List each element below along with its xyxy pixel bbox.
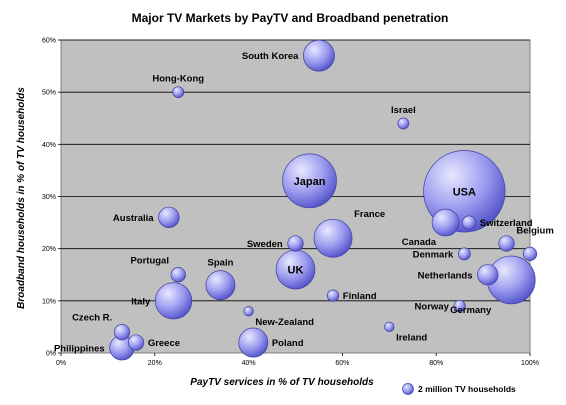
bubble-sweden: [287, 235, 304, 252]
label-philippines: Philippines: [54, 343, 105, 354]
y-tick-label: 0%: [46, 351, 56, 358]
bubble-canada: [431, 208, 460, 237]
label-israel: Israel: [391, 105, 416, 116]
label-belgium: Belgium: [516, 226, 553, 237]
bubble-switzerland: [461, 215, 477, 230]
bubble-ireland: [384, 321, 395, 333]
y-tick-label: 20%: [42, 246, 56, 253]
label-ireland: Ireland: [396, 333, 427, 344]
y-tick-label: 30%: [42, 194, 56, 201]
label-japan: Japan: [294, 176, 326, 188]
label-norway: Norway: [415, 302, 450, 313]
x-tick-label: 100%: [521, 360, 539, 367]
label-australia: Australia: [113, 213, 154, 224]
bubble-portugal: [170, 267, 186, 283]
bubble-australia: [158, 206, 180, 229]
y-tick-label: 60%: [42, 38, 56, 45]
label-south-korea: South Korea: [242, 51, 299, 62]
bubble-unlabeled: [522, 246, 538, 261]
x-tick-label: 60%: [335, 360, 349, 367]
bubble-czech-r: [113, 324, 131, 341]
label-finland: Finland: [343, 291, 377, 302]
bubble-new-zealand: [243, 306, 254, 317]
x-axis-title: PayTV services in % of TV households: [190, 377, 374, 388]
bubble-poland: [238, 327, 269, 358]
label-italy: Italy: [131, 296, 151, 307]
label-usa: USA: [453, 186, 476, 198]
label-poland: Poland: [272, 338, 304, 349]
label-france: France: [354, 209, 385, 220]
bubble-italy: [154, 282, 193, 320]
chart-title: Major TV Markets by PayTV and Broadband …: [132, 11, 449, 25]
bubble-hong-kong: [172, 86, 185, 99]
bubble-japan: [282, 153, 337, 209]
label-switzerland: Switzerland: [480, 218, 533, 229]
y-tick-label: 40%: [42, 142, 56, 149]
bubble-labels: South Korea Hong-Kong Israel Japan USA Austra…: [54, 51, 554, 354]
bubble-netherlands: [477, 264, 499, 286]
label-canada: Canada: [402, 237, 437, 248]
label-germany: Germany: [450, 305, 492, 316]
y-axis-title: Broadband households in % of TV househol…: [16, 87, 27, 309]
label-czech-r: Czech R.: [72, 312, 112, 323]
x-tick-label: 0%: [56, 360, 66, 367]
bubble-denmark: [457, 247, 471, 261]
x-tick-label: 40%: [242, 360, 256, 367]
label-portugal: Portugal: [130, 255, 169, 266]
label-sweden: Sweden: [247, 239, 283, 250]
label-greece: Greece: [148, 338, 180, 349]
label-uk: UK: [288, 265, 304, 277]
label-new-zealand: New-Zealand: [255, 317, 314, 328]
label-denmark: Denmark: [413, 249, 454, 260]
bubble-greece: [127, 334, 145, 351]
bubble-south-korea: [303, 39, 335, 72]
bubble-france: [313, 218, 353, 258]
x-tick-label: 20%: [148, 360, 162, 367]
x-tick-label: 80%: [429, 360, 443, 367]
label-netherlands: Netherlands: [418, 270, 473, 281]
bubble-israel: [397, 117, 410, 130]
bubbles: [109, 39, 538, 361]
y-tick-label: 50%: [42, 90, 56, 97]
bubble-finland: [326, 289, 340, 302]
bubble-norway: [453, 299, 466, 313]
legend-label: 2 million TV households: [418, 384, 516, 394]
bubble-belgium: [498, 235, 515, 252]
y-tick-label: 10%: [42, 298, 56, 305]
bubble-spain: [205, 270, 236, 301]
label-spain: Spain: [208, 258, 234, 269]
label-hong-kong: Hong-Kong: [152, 74, 204, 85]
legend-bubble: [402, 383, 414, 395]
legend: 2 million TV households: [402, 383, 516, 395]
